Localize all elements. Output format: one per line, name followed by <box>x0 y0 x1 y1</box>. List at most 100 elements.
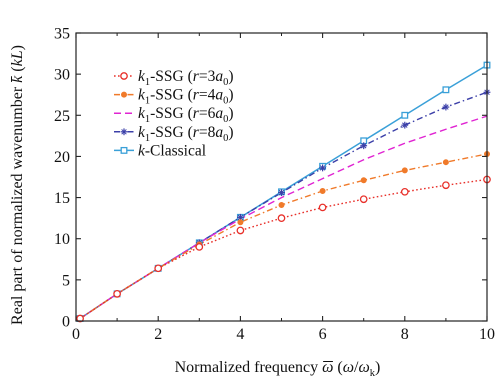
text-part: k <box>138 124 146 141</box>
text-part: ω <box>322 359 333 376</box>
text-part: ω <box>358 359 369 376</box>
data-point <box>154 264 163 273</box>
data-point <box>76 314 84 323</box>
text-part: ) <box>228 68 233 85</box>
text-part: k <box>370 368 376 379</box>
data-point <box>277 214 286 222</box>
text-part: 0 <box>223 96 228 107</box>
data-point <box>360 142 368 150</box>
text-part: Real part of normalized wavenumber <box>9 83 26 325</box>
data-point <box>278 201 285 208</box>
data-point <box>278 189 285 197</box>
text-part: -SSG ( <box>150 68 193 85</box>
x-tick-label: 10 <box>479 326 495 343</box>
text-part: Normalized frequency <box>175 359 322 376</box>
text-part: =4 <box>199 87 216 104</box>
text-part: k <box>138 87 146 104</box>
y-tick-label: 5 <box>62 272 70 289</box>
axis-ticks <box>75 32 488 322</box>
data-point <box>401 111 409 119</box>
text-part: 0 <box>223 133 228 144</box>
data-point <box>319 164 326 172</box>
y-tick-label: 25 <box>54 108 70 125</box>
y-tick-label: 35 <box>54 26 70 43</box>
data-point <box>237 219 244 226</box>
text-part: r <box>193 105 200 122</box>
data-point <box>195 243 204 251</box>
legend-label: k1-SSG (r=8a0) <box>138 124 234 144</box>
text-part: -Classical <box>145 142 206 159</box>
x-tick-label: 4 <box>236 326 244 343</box>
x-axis-label: Normalized frequency ω (ω/ωk) <box>175 359 381 379</box>
data-point <box>359 195 368 204</box>
text-part: 1 <box>145 133 150 144</box>
data-point <box>401 167 408 174</box>
text-part: 0 <box>223 77 228 88</box>
text-part: 1 <box>145 77 150 88</box>
legend-item: k1-SSG (r=4a0) <box>114 87 234 107</box>
text-part: -SSG ( <box>150 87 193 104</box>
text-part: ) <box>375 359 380 376</box>
text-part: ) <box>228 105 233 122</box>
x-tick-label: 8 <box>401 326 409 343</box>
text-part: =3 <box>199 68 216 85</box>
legend-label: k1-SSG (r=6a0) <box>138 105 234 125</box>
text-part: kL <box>9 50 26 66</box>
text-part: / <box>354 359 359 376</box>
y-tick-label: 30 <box>54 67 70 84</box>
plot-markers <box>76 61 491 323</box>
y-tick-label: 10 <box>54 231 70 248</box>
text-part: a <box>215 68 223 85</box>
data-point <box>360 177 367 184</box>
data-point <box>442 159 449 166</box>
legend-marker <box>121 91 128 98</box>
data-point <box>236 226 245 235</box>
legend-item: k1-SSG (r=6a0) <box>114 105 234 125</box>
text-part: ) <box>228 124 233 141</box>
text-part: a <box>215 124 223 141</box>
text-part: =6 <box>199 105 216 122</box>
legend: k1-SSG (r=3a0)k1-SSG (r=4a0)k1-SSG (r=6a… <box>114 68 234 159</box>
data-point <box>442 103 450 111</box>
x-tick-label: 6 <box>319 326 327 343</box>
legend-item: k1-SSG (r=3a0) <box>114 68 234 88</box>
legend-item: k-Classical <box>114 142 206 159</box>
text-part: k <box>138 142 146 159</box>
text-part: a <box>215 87 223 104</box>
text-part: ω <box>343 359 354 376</box>
data-point <box>319 187 326 194</box>
data-point <box>400 187 409 196</box>
series-line <box>79 115 488 320</box>
text-part: r <box>193 68 200 85</box>
text-part: k <box>9 75 26 83</box>
y-tick-label: 20 <box>54 149 70 166</box>
x-tick-label: 2 <box>154 326 162 343</box>
text-part: r <box>193 124 200 141</box>
text-part: ) <box>9 45 26 50</box>
data-point <box>237 213 244 221</box>
data-point <box>401 121 409 129</box>
legend-marker <box>120 146 128 154</box>
data-point <box>318 203 327 212</box>
text-part: -SSG ( <box>150 124 193 141</box>
text-part: ) <box>228 87 233 104</box>
legend-label: k1-SSG (r=4a0) <box>138 87 234 107</box>
text-part: ( <box>9 66 26 75</box>
legend-label: k-Classical <box>138 142 206 159</box>
text-part: k <box>138 68 146 85</box>
text-part: r <box>193 87 200 104</box>
y-axis-label: Real part of normalized wavenumber k (kL… <box>9 45 26 325</box>
y-tick-label: 0 <box>62 314 70 331</box>
y-tick-label: 15 <box>54 190 70 207</box>
data-point <box>442 86 450 94</box>
data-point <box>442 181 450 190</box>
text-part: a <box>215 105 223 122</box>
series-line <box>79 178 488 320</box>
legend-label: k1-SSG (r=3a0) <box>138 68 234 88</box>
x-tick-label: 0 <box>72 326 80 343</box>
legend-item: k1-SSG (r=8a0) <box>114 124 234 144</box>
text-part: -SSG ( <box>150 105 193 122</box>
